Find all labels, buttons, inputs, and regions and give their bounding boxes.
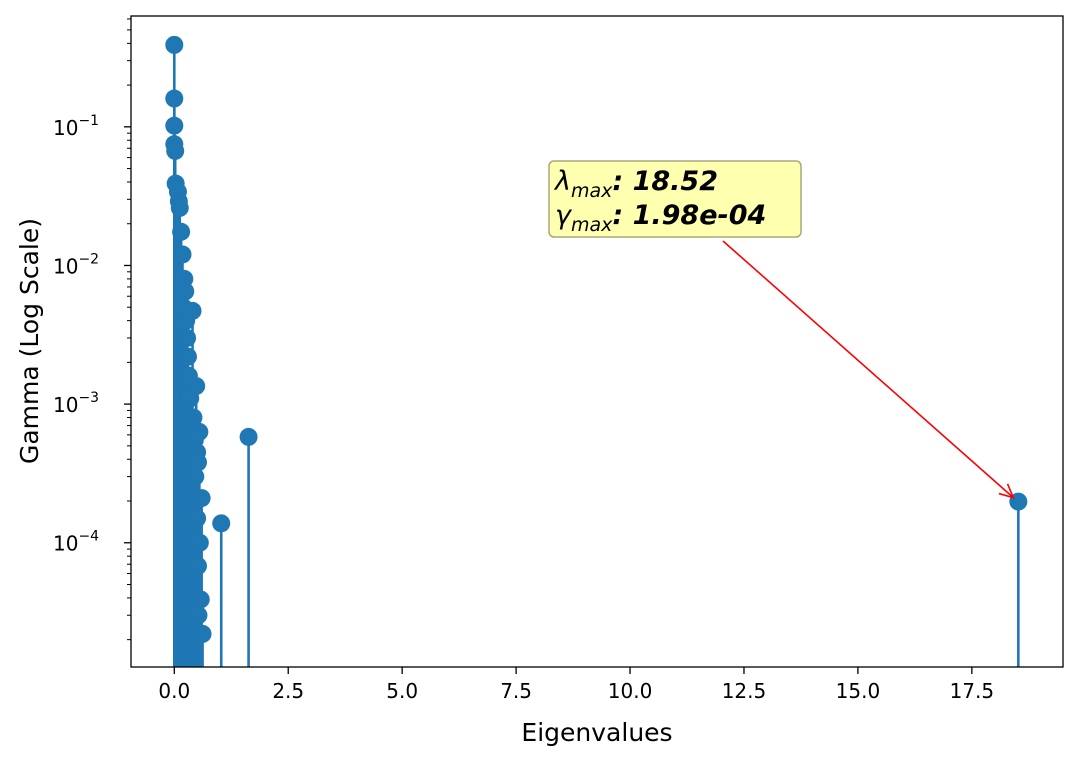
stem-marker-36 (239, 427, 258, 446)
x-tick-label-1: 2.5 (272, 679, 304, 703)
stem-markers (165, 35, 1028, 643)
annotation-arrowhead (998, 483, 1015, 499)
stem-marker-29 (188, 509, 207, 528)
stem-marker-31 (188, 556, 207, 575)
x-tick-label-4: 10.0 (608, 679, 653, 703)
lambda-subscript: max (571, 180, 613, 202)
y-tick-label-1: 10−2 (53, 251, 99, 278)
stem-marker-16 (178, 328, 197, 347)
stem-marker-8 (170, 198, 189, 217)
annotation-box (548, 160, 802, 238)
x-tick-label-3: 7.5 (500, 679, 532, 703)
stem-marker-32 (191, 590, 210, 609)
annotation-arrow (722, 240, 1014, 499)
stem-marker-27 (186, 467, 205, 486)
gamma-value: : 1.98e-04 (612, 200, 766, 231)
stem-marker-1 (165, 89, 184, 108)
y-tick-label-0: 10−1 (53, 113, 99, 140)
plot-frame (130, 15, 1064, 668)
max-eigenvalue-annotation: λmax: 18.52 γmax: 1.98e-04 (548, 160, 1015, 499)
x-tick-label-6: 15.0 (836, 679, 881, 703)
x-tick-label-7: 17.5 (950, 679, 995, 703)
annotation-line-lambda: λmax: 18.52 (553, 166, 718, 202)
stem-marker-22 (184, 408, 203, 427)
x-tick-label-0: 0.0 (158, 679, 190, 703)
stem-marker-33 (189, 606, 208, 625)
gamma-subscript: max (571, 214, 613, 236)
stem-marker-26 (188, 453, 207, 472)
stem-marker-0 (165, 35, 184, 54)
stem-marker-15 (183, 301, 202, 320)
stem-marker-30 (190, 533, 209, 552)
lambda-symbol: λ (553, 166, 571, 197)
stem-marker-17 (178, 347, 197, 366)
y-axis-ticks: 10−1 10−2 10−3 10−4 (53, 113, 131, 556)
lambda-value: : 18.52 (612, 166, 718, 197)
annotation-line-gamma: γmax: 1.98e-04 (555, 200, 766, 236)
x-tick-label-2: 5.0 (386, 679, 418, 703)
x-axis-label: Eigenvalues (521, 718, 672, 747)
stem-marker-2 (165, 116, 184, 135)
stem-marker-35 (212, 514, 231, 533)
stem-marker-4 (166, 141, 185, 160)
y-tick-label-2: 10−3 (53, 390, 99, 417)
stem-marker-12 (176, 282, 195, 301)
stem-marker-28 (192, 489, 211, 508)
y-axis-minor-ticks (127, 18, 131, 641)
x-axis-ticks: 0.0 2.5 5.0 7.5 10.0 12.5 15.0 17.5 (158, 667, 994, 703)
y-axis-label: Gamma (Log Scale) (15, 218, 44, 464)
stem-marker-21 (181, 389, 200, 408)
stem-marker-10 (173, 245, 192, 264)
x-tick-label-5: 12.5 (722, 679, 767, 703)
stem-marker-34 (193, 624, 212, 643)
gamma-symbol: γ (555, 200, 573, 231)
stem-marker-9 (172, 222, 191, 241)
y-tick-label-3: 10−4 (53, 529, 99, 556)
